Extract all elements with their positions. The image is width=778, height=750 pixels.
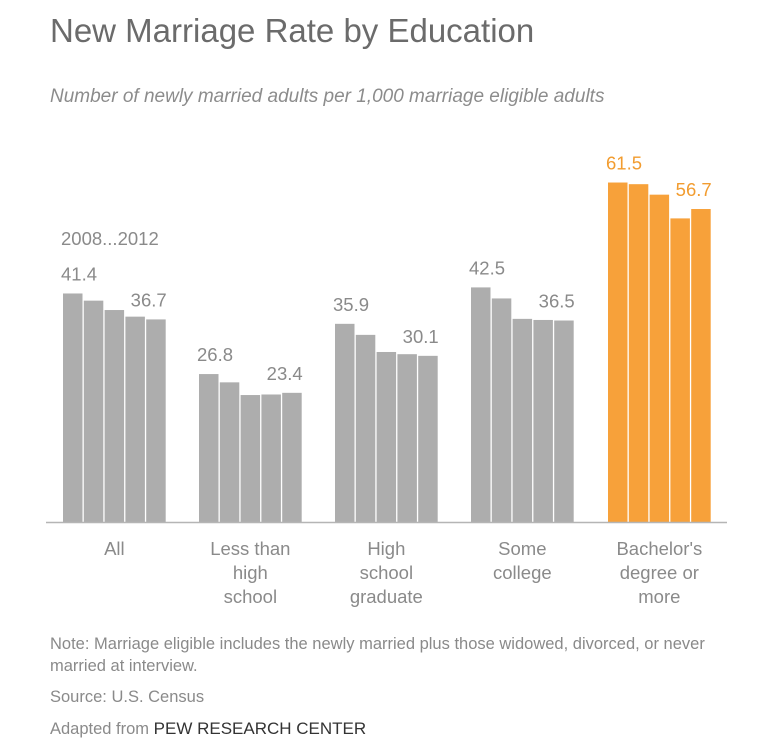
bar-2-2012 — [282, 392, 302, 522]
category-label-4-line-2: college — [493, 562, 552, 583]
bar-5-2010 — [649, 194, 670, 522]
bar-5-2011 — [670, 218, 690, 522]
category-label-2-line-1: Less than — [210, 538, 290, 559]
category-label-2-line-3: school — [224, 586, 277, 607]
year-range-label: 2008...2012 — [61, 228, 159, 249]
bar-1-2010 — [104, 310, 125, 522]
bar-4-2010 — [512, 318, 533, 522]
category-label-3-line-1: High — [367, 538, 405, 559]
data-label-last-3: 30.1 — [403, 326, 439, 347]
category-label-5-line-1: Bachelor's — [616, 538, 702, 559]
bar-5-2009 — [628, 184, 649, 522]
data-label-last-5: 56.7 — [676, 179, 712, 200]
data-label-last-2: 23.4 — [267, 363, 303, 384]
bar-5-2012 — [691, 209, 711, 523]
bar-3-2012 — [418, 355, 438, 522]
bar-2-2008 — [199, 374, 219, 522]
chart-subtitle: Number of newly married adults per 1,000… — [50, 86, 605, 107]
bar-4-2012 — [554, 320, 574, 522]
category-label-2-line-2: high — [233, 562, 268, 583]
data-label-last-1: 36.7 — [131, 289, 167, 310]
credit-prefix: Adapted from — [50, 720, 154, 738]
footnote: Note: Marriage eligible includes the new… — [50, 635, 705, 675]
category-label-4-line-1: Some — [498, 538, 546, 559]
bar-1-2011 — [125, 316, 145, 522]
category-label-5-line-3: more — [638, 586, 680, 607]
bar-2-2011 — [261, 394, 281, 522]
category-label-3-line-2: school — [360, 562, 413, 583]
credit-line: Adapted from PEW RESEARCH CENTER — [50, 718, 366, 740]
bar-3-2009 — [355, 334, 376, 522]
organization-name: PEW RESEARCH CENTER — [153, 719, 367, 738]
chart-title: New Marriage Rate by Education — [50, 12, 535, 49]
data-label-first-4: 42.5 — [469, 257, 505, 278]
bar-4-2008 — [471, 287, 491, 522]
data-label-first-3: 35.9 — [333, 294, 369, 315]
bar-2-2009 — [219, 382, 240, 522]
bar-4-2009 — [491, 298, 512, 522]
bar-1-2008 — [63, 293, 83, 522]
source-note: Source: U.S. Census — [50, 688, 205, 706]
bar-1-2012 — [146, 319, 166, 522]
category-label-3-line-3: graduate — [350, 586, 423, 607]
data-label-first-1: 41.4 — [61, 263, 97, 284]
bar-1-2009 — [83, 300, 104, 522]
category-label-1-line-1: All — [104, 538, 125, 559]
data-label-first-2: 26.8 — [197, 344, 233, 365]
data-label-first-5: 61.5 — [606, 153, 642, 174]
bar-3-2011 — [397, 354, 417, 522]
data-label-last-4: 36.5 — [539, 291, 575, 312]
bar-3-2008 — [335, 323, 355, 522]
bar-5-2008 — [608, 182, 628, 522]
bar-4-2011 — [533, 319, 553, 522]
bar-2-2010 — [240, 395, 261, 522]
bar-chart: 41.4 36.7 All 26.8 23.4 Less than high school 35… — [46, 153, 727, 607]
bar-3-2010 — [376, 351, 397, 522]
category-label-5-line-2: degree or — [620, 562, 699, 583]
